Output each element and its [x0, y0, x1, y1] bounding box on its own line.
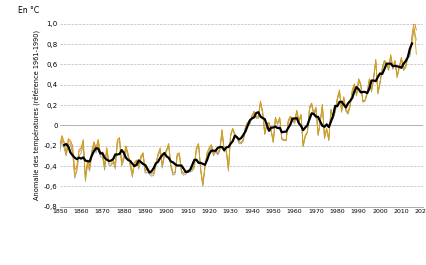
Hadley Center [178, 170, 184, 173]
Line: Moyenne glissante sur 5 ans: Moyenne glissante sur 5 ans [64, 43, 411, 173]
Moyenne glissante sur 5 ans [159, 154, 164, 157]
Hadley Center [268, 129, 273, 132]
NOAA [178, 172, 184, 175]
Hadley Center [411, 25, 416, 28]
NOAA [343, 110, 348, 113]
NOAA [200, 185, 205, 188]
GISS-NASA [200, 183, 205, 186]
GISS-NASA [57, 144, 62, 147]
GISS-NASA [159, 164, 164, 167]
Line: GISS-NASA: GISS-NASA [60, 21, 415, 184]
GISS-NASA [411, 19, 416, 22]
GISS-NASA [268, 129, 273, 132]
Moyenne glissante sur 5 ans [121, 151, 126, 154]
Y-axis label: Anomalie des températures (référence 1961-1990): Anomalie des températures (référence 196… [32, 30, 40, 200]
NOAA [57, 150, 62, 153]
NOAA [413, 38, 418, 42]
Line: NOAA: NOAA [60, 29, 415, 186]
Hadley Center [413, 53, 418, 56]
Moyenne glissante sur 5 ans [178, 164, 184, 167]
NOAA [159, 166, 164, 170]
Moyenne glissante sur 5 ans [259, 116, 265, 120]
Moyenne glissante sur 5 ans [266, 129, 271, 132]
Text: En °C: En °C [18, 6, 39, 15]
NOAA [411, 27, 416, 30]
Hadley Center [200, 183, 205, 186]
Hadley Center [343, 109, 348, 112]
Hadley Center [262, 132, 267, 135]
Hadley Center [121, 156, 126, 160]
Hadley Center [57, 145, 62, 148]
GISS-NASA [413, 28, 418, 32]
NOAA [262, 133, 267, 136]
Moyenne glissante sur 5 ans [340, 103, 345, 106]
NOAA [121, 158, 126, 162]
GISS-NASA [343, 108, 348, 111]
Line: Hadley Center: Hadley Center [60, 27, 415, 184]
GISS-NASA [121, 154, 126, 157]
GISS-NASA [178, 170, 184, 173]
GISS-NASA [262, 132, 267, 135]
Hadley Center [159, 165, 164, 168]
NOAA [268, 130, 273, 133]
